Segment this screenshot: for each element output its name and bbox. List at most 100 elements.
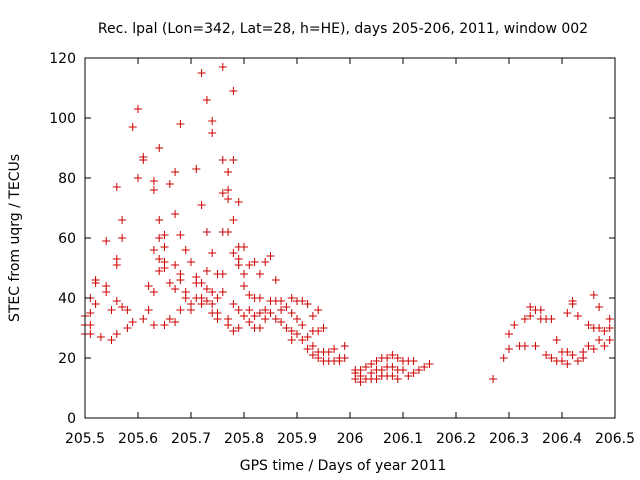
- data-point: [102, 237, 111, 245]
- data-point: [393, 354, 402, 362]
- data-point: [112, 183, 121, 191]
- data-point: [277, 318, 286, 326]
- y-tick-label: 60: [58, 231, 76, 247]
- x-tick-label: 206.3: [489, 431, 529, 447]
- data-point: [123, 324, 132, 332]
- data-point: [505, 345, 513, 353]
- data-point: [595, 324, 604, 332]
- data-point: [287, 294, 296, 302]
- data-point: [287, 327, 296, 335]
- data-point: [187, 258, 195, 266]
- data-point: [335, 357, 344, 365]
- data-point: [271, 276, 280, 284]
- data-point: [123, 306, 132, 314]
- data-point: [160, 321, 169, 329]
- data-point: [255, 324, 264, 332]
- data-point: [176, 306, 185, 314]
- data-point: [255, 294, 264, 302]
- data-point: [372, 375, 381, 383]
- x-tick-label: 206.2: [436, 431, 476, 447]
- data-point: [404, 372, 413, 380]
- x-tick-label: 205.9: [277, 431, 317, 447]
- data-point: [547, 315, 556, 323]
- data-point: [155, 144, 164, 152]
- data-point: [287, 336, 296, 344]
- data-point: [595, 303, 604, 311]
- y-tick-label: 20: [58, 351, 76, 367]
- data-point: [563, 309, 572, 317]
- data-point: [261, 258, 270, 266]
- data-point: [229, 216, 238, 224]
- data-point: [208, 249, 217, 257]
- data-point: [558, 357, 566, 365]
- data-point: [563, 348, 572, 356]
- data-point: [303, 333, 312, 341]
- data-point: [155, 216, 164, 224]
- data-point: [229, 249, 238, 257]
- data-point: [171, 318, 180, 326]
- data-point: [155, 255, 164, 263]
- data-point: [160, 243, 169, 251]
- data-point: [102, 288, 111, 296]
- data-point: [261, 306, 270, 314]
- data-point: [303, 345, 312, 353]
- data-point: [298, 297, 307, 305]
- data-point: [149, 321, 158, 329]
- data-point: [314, 306, 323, 314]
- data-point: [520, 342, 529, 350]
- data-point: [351, 375, 360, 383]
- data-point: [240, 270, 248, 278]
- data-point: [202, 285, 211, 293]
- data-point: [277, 306, 286, 314]
- data-point: [176, 120, 185, 128]
- data-point: [144, 306, 153, 314]
- data-point: [112, 330, 121, 338]
- data-point: [573, 312, 582, 320]
- data-point: [202, 228, 211, 236]
- data-point: [218, 270, 227, 278]
- y-tick-label: 120: [49, 51, 76, 67]
- data-point: [287, 309, 296, 317]
- x-tick-label: 205.8: [224, 431, 264, 447]
- data-point: [245, 318, 254, 326]
- data-point: [240, 312, 248, 320]
- data-point: [510, 321, 519, 329]
- data-point: [118, 216, 127, 224]
- data-point: [234, 198, 243, 206]
- data-point: [240, 282, 248, 290]
- data-point: [420, 363, 429, 371]
- data-point: [213, 294, 222, 302]
- data-point: [356, 378, 365, 386]
- data-point: [139, 156, 148, 164]
- data-point: [134, 105, 142, 113]
- data-point: [181, 294, 190, 302]
- data-point: [208, 300, 217, 308]
- data-point: [520, 315, 529, 323]
- data-point: [208, 288, 217, 296]
- data-point: [526, 303, 535, 311]
- data-point: [600, 327, 609, 335]
- data-point: [171, 285, 180, 293]
- data-point: [176, 231, 185, 239]
- data-point: [277, 297, 286, 305]
- data-point: [149, 177, 158, 185]
- data-point: [536, 306, 545, 314]
- data-point: [266, 252, 275, 260]
- data-point: [197, 69, 206, 77]
- data-point: [144, 282, 153, 290]
- x-tick-label: 205.7: [171, 431, 211, 447]
- data-point: [388, 351, 397, 359]
- data-point: [91, 300, 100, 308]
- data-point: [563, 360, 572, 368]
- data-point: [107, 306, 116, 314]
- data-point: [165, 279, 174, 287]
- data-point: [229, 300, 238, 308]
- data-point: [399, 366, 407, 374]
- data-point: [505, 330, 513, 338]
- data-point: [149, 246, 158, 254]
- data-point: [308, 342, 317, 350]
- data-point: [213, 315, 222, 323]
- data-point: [388, 363, 397, 371]
- data-point: [197, 300, 206, 308]
